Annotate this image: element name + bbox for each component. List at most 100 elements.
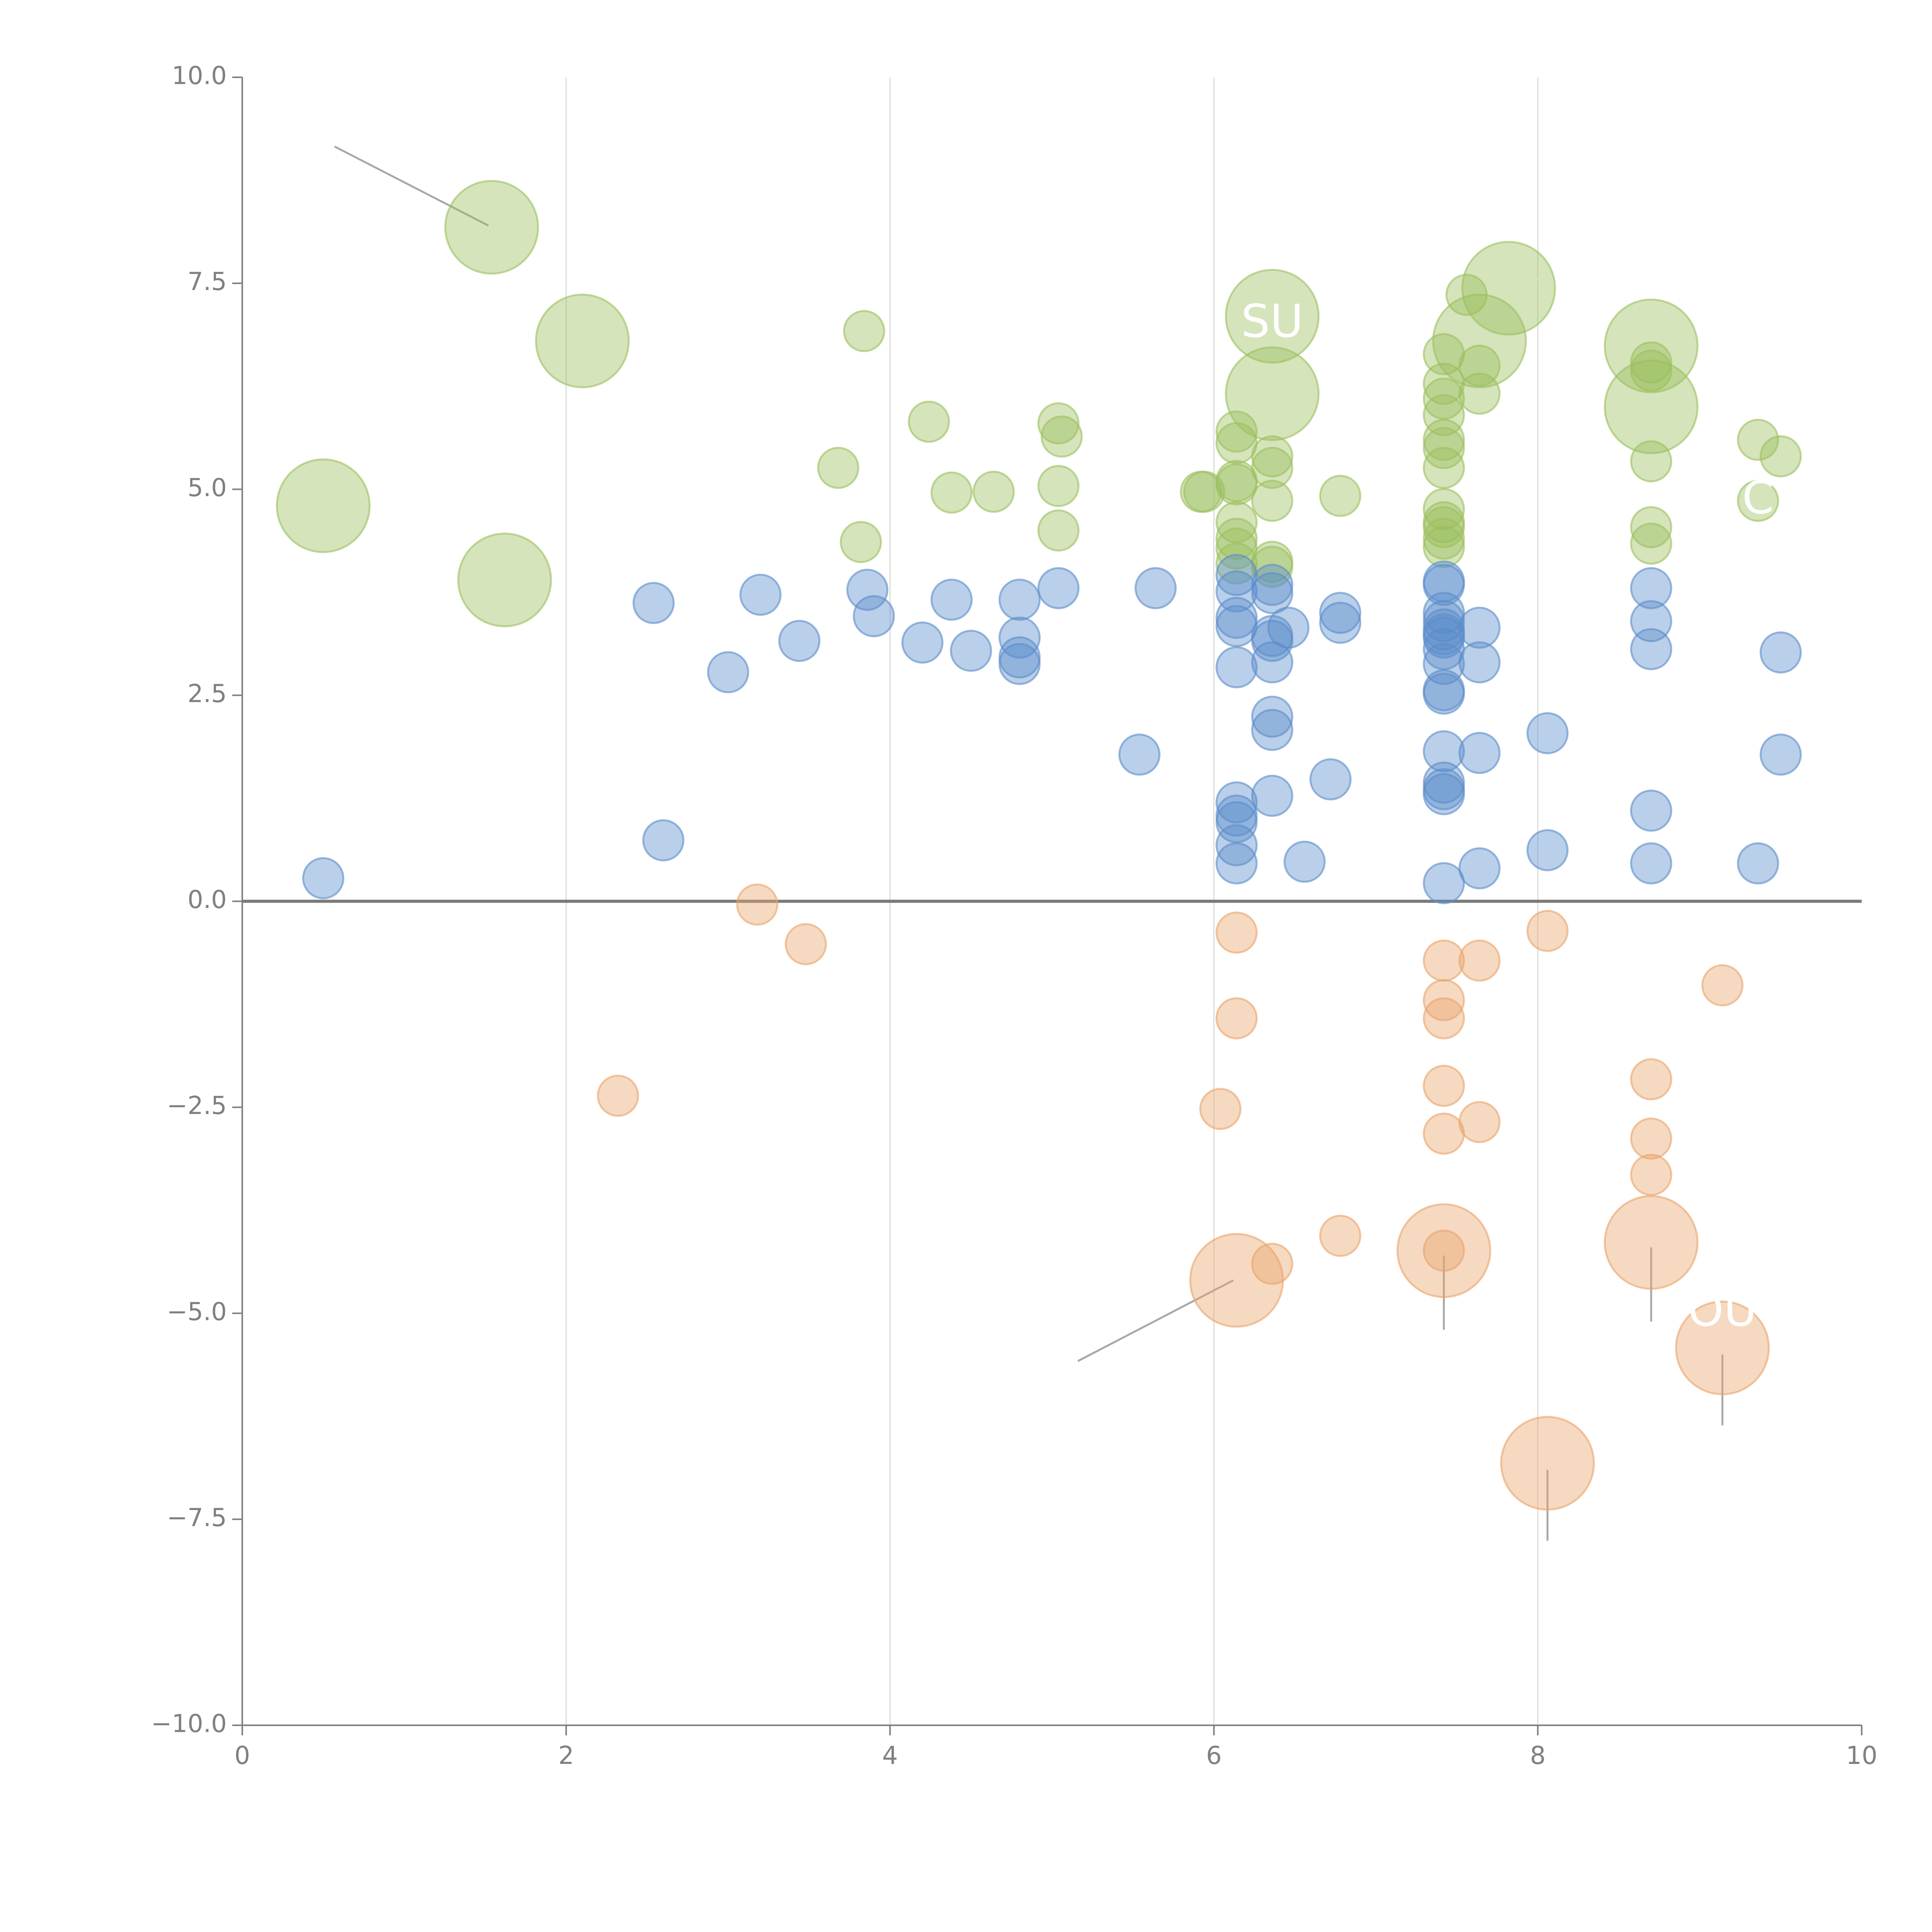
blue-point-36 bbox=[1267, 607, 1310, 649]
green-point-48 bbox=[1461, 241, 1556, 336]
green-point-51 bbox=[1630, 349, 1672, 392]
leader-line-9 bbox=[1515, 277, 1541, 289]
blue-point-10 bbox=[950, 629, 992, 672]
blue-point-14 bbox=[998, 643, 1041, 685]
blue-point-32 bbox=[1251, 641, 1293, 684]
y-tick-label-4: 0.0 bbox=[187, 886, 227, 914]
annotation-label-2: OU bbox=[1688, 1283, 1757, 1337]
y-tick-label-6: −5.0 bbox=[167, 1298, 227, 1326]
blue-point-29 bbox=[1251, 572, 1293, 614]
blue-point-49 bbox=[1423, 643, 1465, 685]
blue-point-35 bbox=[1251, 775, 1293, 817]
green-point-47 bbox=[1458, 372, 1501, 415]
orange-point-8 bbox=[1319, 1214, 1361, 1257]
green-point-57 bbox=[1759, 435, 1802, 478]
annotation-label-1: C bbox=[1742, 471, 1774, 524]
orange-point-4 bbox=[1215, 912, 1258, 954]
blue-point-58 bbox=[1458, 641, 1501, 684]
blue-point-39 bbox=[1319, 592, 1361, 634]
green-point-4 bbox=[843, 310, 885, 352]
green-point-20 bbox=[1215, 501, 1258, 544]
orange-point-10 bbox=[1423, 979, 1465, 1021]
green-point-49 bbox=[1604, 298, 1699, 393]
orange-point-16 bbox=[1458, 939, 1501, 982]
blue-point-4 bbox=[739, 573, 782, 616]
leader-line-1 bbox=[1077, 1279, 1234, 1362]
green-point-6 bbox=[817, 447, 859, 489]
axes: 10.0 7.5 5.0 2.5 0.0 −2.5 −5.0 −7.5 −10.0 0 2 4 6 8 10 bbox=[151, 62, 1878, 1770]
green-point-10 bbox=[1037, 402, 1080, 445]
orange-point-24 bbox=[1701, 964, 1744, 1007]
blue-point-63 bbox=[1630, 567, 1672, 609]
green-point-16 bbox=[1215, 410, 1258, 453]
green-point-55 bbox=[1630, 522, 1672, 565]
orange-point-15 bbox=[1423, 1230, 1465, 1272]
green-point-56 bbox=[1737, 418, 1779, 461]
x-tick-label-2: 4 bbox=[882, 1742, 898, 1770]
blue-point-47 bbox=[1423, 616, 1465, 659]
blue-point-69 bbox=[1759, 631, 1802, 673]
green-point-0 bbox=[444, 180, 539, 275]
annotation-label-0: SU bbox=[1241, 294, 1303, 348]
x-tick-label-3: 6 bbox=[1206, 1742, 1222, 1770]
green-point-27 bbox=[1251, 447, 1293, 489]
blue-point-21 bbox=[1215, 605, 1258, 647]
blue-point-38 bbox=[1309, 758, 1352, 801]
blue-point-2 bbox=[642, 819, 685, 862]
green-point-39 bbox=[1423, 488, 1465, 530]
blue-point-55 bbox=[1423, 773, 1465, 815]
y-tick-label-5: −2.5 bbox=[167, 1092, 227, 1120]
blue-point-16 bbox=[1118, 733, 1161, 776]
leader-line-10 bbox=[1657, 338, 1700, 345]
green-point-25 bbox=[1225, 346, 1320, 441]
green-point-53 bbox=[1630, 440, 1672, 483]
leader-line-0 bbox=[334, 145, 489, 227]
orange-point-23 bbox=[1604, 1195, 1699, 1290]
green-point-58 bbox=[1737, 480, 1779, 522]
blue-point-8 bbox=[901, 621, 944, 664]
blue-point-7 bbox=[852, 595, 895, 638]
blue-point-15 bbox=[1037, 567, 1080, 609]
blue-point-61 bbox=[1526, 712, 1569, 754]
x-tick-label-4: 8 bbox=[1530, 1742, 1546, 1770]
green-point-21 bbox=[1215, 517, 1258, 560]
annotations: SU C OU bbox=[1241, 294, 1774, 1337]
orange-point-18 bbox=[1526, 910, 1569, 952]
orange-point-9 bbox=[1423, 939, 1465, 982]
blue-point-5 bbox=[778, 620, 821, 662]
blue-point-56 bbox=[1423, 862, 1465, 905]
y-tick-label-8: −10.0 bbox=[151, 1710, 227, 1738]
green-point-12 bbox=[1037, 465, 1080, 507]
orange-point-25 bbox=[1675, 1300, 1770, 1395]
y-tick-label-2: 5.0 bbox=[187, 474, 227, 502]
blue-point-57 bbox=[1458, 607, 1501, 649]
blue-point-40 bbox=[1319, 602, 1361, 644]
green-point-52 bbox=[1604, 359, 1699, 454]
blue-point-11 bbox=[998, 578, 1041, 621]
blue-point-1 bbox=[633, 582, 675, 624]
green-point-2 bbox=[276, 458, 371, 553]
orange-point-5 bbox=[1215, 997, 1258, 1039]
orange-point-22 bbox=[1630, 1153, 1672, 1196]
orange-point-2 bbox=[597, 1075, 639, 1117]
green-point-19 bbox=[1215, 463, 1258, 505]
orange-point-21 bbox=[1630, 1117, 1672, 1160]
blue-point-37 bbox=[1283, 840, 1326, 883]
orange-point-11 bbox=[1423, 997, 1465, 1039]
blue-point-25 bbox=[1215, 801, 1258, 844]
blue-point-3 bbox=[707, 651, 749, 694]
blue-point-18 bbox=[1215, 554, 1258, 596]
blue-point-60 bbox=[1458, 847, 1501, 889]
orange-point-3 bbox=[1199, 1088, 1242, 1130]
blue-point-17 bbox=[1134, 567, 1177, 609]
blue-point-27 bbox=[1215, 842, 1258, 884]
blue-point-34 bbox=[1251, 709, 1293, 751]
orange-point-20 bbox=[1630, 1058, 1672, 1100]
green-point-9 bbox=[973, 471, 1015, 513]
x-tick-label-1: 2 bbox=[558, 1742, 574, 1770]
orange-point-14 bbox=[1396, 1203, 1492, 1298]
blue-point-62 bbox=[1526, 829, 1569, 871]
green-point-11 bbox=[1041, 415, 1083, 458]
